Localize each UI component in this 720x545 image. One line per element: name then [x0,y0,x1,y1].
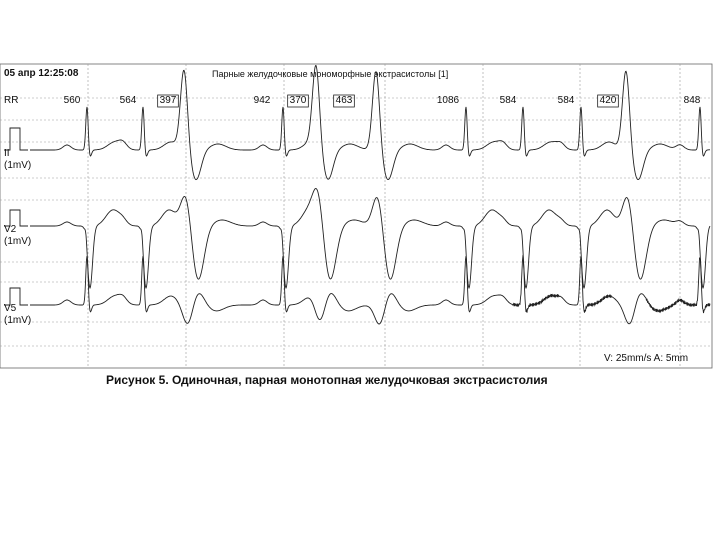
rr-value: 1086 [437,95,460,106]
speed-amplitude: V: 25mm/s A: 5mm [604,353,688,364]
lead-scale: (1mV) [4,236,31,247]
lead-name: V5 [4,303,17,314]
rr-value: 848 [684,95,701,106]
rr-value: 942 [254,95,271,106]
grid [0,64,712,368]
leads: II(1mV)V2(1mV)V5(1mV) [4,64,711,326]
ecg-trace [30,64,711,181]
caption: Рисунок 5. Одиночная, парная монотопная … [106,373,548,387]
calibration-pulse [4,127,28,151]
rr-value: 397 [160,95,177,106]
rr-value: 560 [64,95,81,106]
rr-label: RR [4,95,18,106]
lead-name: II [4,148,10,159]
ecg-trace [30,254,711,325]
datetime: 05 апр 12:25:08 [4,68,79,79]
rr-box [287,94,309,108]
calibration-pulse [4,287,28,306]
rr-box [157,94,179,108]
rr-value: 463 [336,95,353,106]
ecg-frame [0,63,713,369]
rr-value: 584 [500,95,517,106]
rr-intervals: 560 564 397 942 370 463 1086 584 584 420 848 [64,94,701,108]
lead-name: V2 [4,224,17,235]
calibration-pulse [4,209,28,227]
rr-box [333,94,355,108]
rr-value: 584 [558,95,575,106]
lead-scale: (1mV) [4,315,31,326]
rr-box [597,94,619,108]
rr-value: 564 [120,95,137,106]
rr-value: 420 [600,95,617,106]
lead-scale: (1mV) [4,160,31,171]
strip-title: Парные желудочковые мономорфные экстраси… [212,69,448,79]
rr-value: 370 [290,95,307,106]
